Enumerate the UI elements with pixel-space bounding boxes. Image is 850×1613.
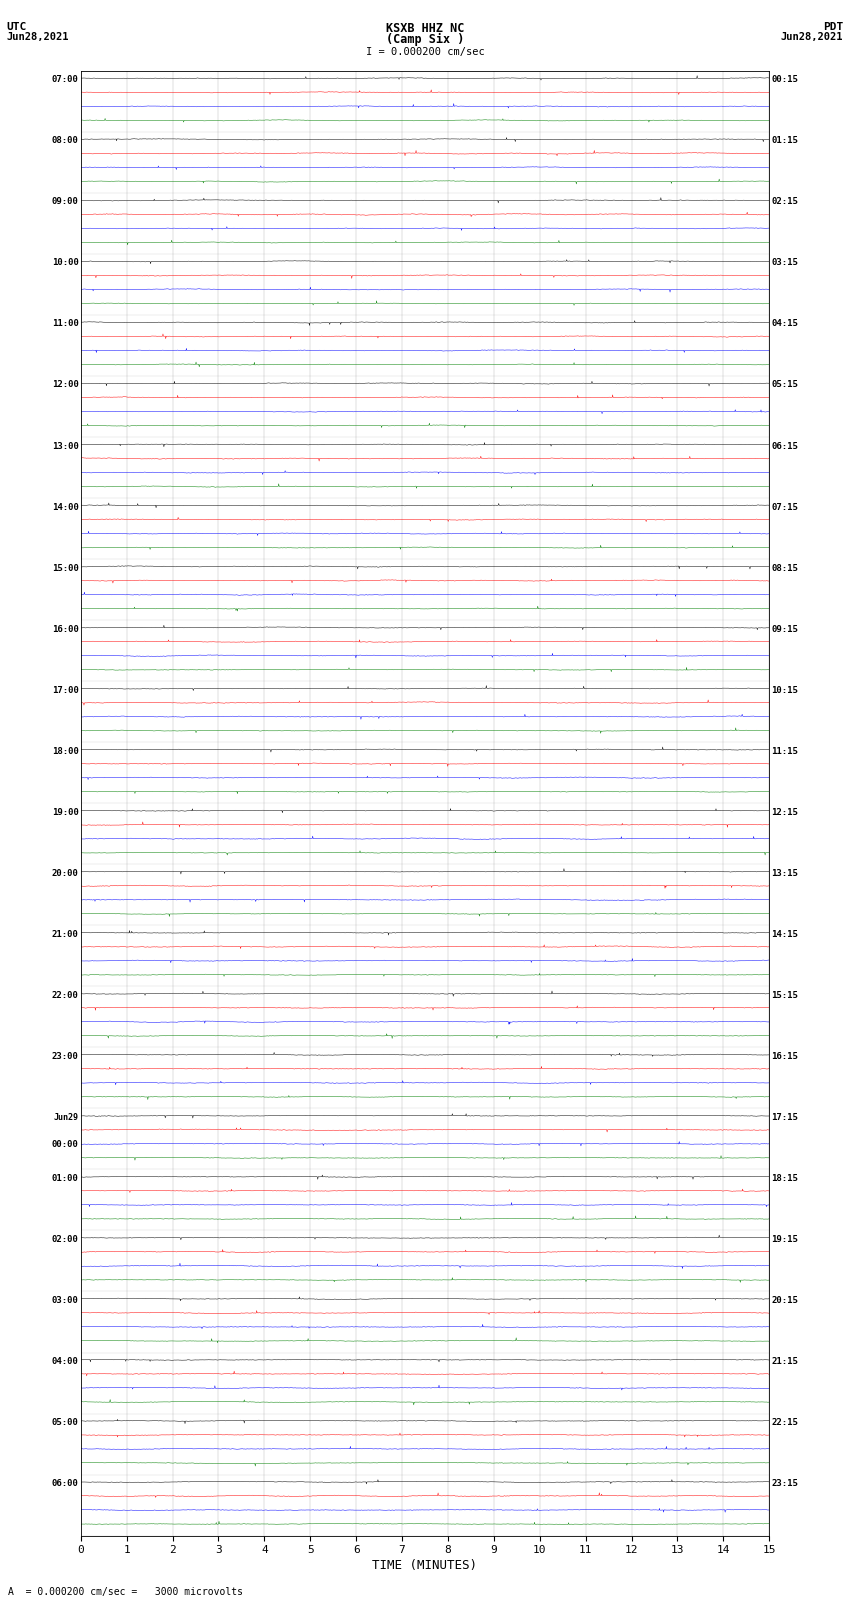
Text: UTC: UTC	[7, 23, 27, 32]
Text: 08:00: 08:00	[52, 137, 79, 145]
Text: 15:00: 15:00	[52, 563, 79, 573]
Text: 07:00: 07:00	[52, 76, 79, 84]
Text: Jun28,2021: Jun28,2021	[780, 32, 843, 42]
Text: 00:15: 00:15	[771, 76, 798, 84]
Text: 09:15: 09:15	[771, 624, 798, 634]
Text: 11:00: 11:00	[52, 319, 79, 329]
Text: 08:15: 08:15	[771, 563, 798, 573]
Text: 03:15: 03:15	[771, 258, 798, 268]
Text: PDT: PDT	[823, 23, 843, 32]
Text: 03:00: 03:00	[52, 1295, 79, 1305]
Text: 10:00: 10:00	[52, 258, 79, 268]
Text: 02:15: 02:15	[771, 197, 798, 206]
Text: 04:00: 04:00	[52, 1357, 79, 1366]
Text: 22:00: 22:00	[52, 990, 79, 1000]
Text: 20:15: 20:15	[771, 1295, 798, 1305]
Text: 01:15: 01:15	[771, 137, 798, 145]
Text: 16:15: 16:15	[771, 1052, 798, 1061]
Text: 17:15: 17:15	[771, 1113, 798, 1121]
Text: 10:15: 10:15	[771, 686, 798, 695]
Text: 19:15: 19:15	[771, 1236, 798, 1244]
Text: 13:00: 13:00	[52, 442, 79, 450]
Text: 16:00: 16:00	[52, 624, 79, 634]
Text: 06:15: 06:15	[771, 442, 798, 450]
Text: 00:00: 00:00	[52, 1140, 79, 1148]
Text: 13:15: 13:15	[771, 869, 798, 877]
Text: 02:00: 02:00	[52, 1236, 79, 1244]
Text: I = 0.000200 cm/sec: I = 0.000200 cm/sec	[366, 47, 484, 58]
Text: 12:15: 12:15	[771, 808, 798, 816]
Text: 18:15: 18:15	[771, 1174, 798, 1182]
Text: 05:15: 05:15	[771, 381, 798, 389]
Text: 22:15: 22:15	[771, 1418, 798, 1428]
Text: 09:00: 09:00	[52, 197, 79, 206]
Text: 01:00: 01:00	[52, 1174, 79, 1182]
Text: A  = 0.000200 cm/sec =   3000 microvolts: A = 0.000200 cm/sec = 3000 microvolts	[8, 1587, 243, 1597]
Text: 07:15: 07:15	[771, 503, 798, 511]
Text: 14:00: 14:00	[52, 503, 79, 511]
Text: 19:00: 19:00	[52, 808, 79, 816]
Text: 17:00: 17:00	[52, 686, 79, 695]
X-axis label: TIME (MINUTES): TIME (MINUTES)	[372, 1560, 478, 1573]
Text: 14:15: 14:15	[771, 929, 798, 939]
Text: 04:15: 04:15	[771, 319, 798, 329]
Text: 06:00: 06:00	[52, 1479, 79, 1487]
Text: 05:00: 05:00	[52, 1418, 79, 1428]
Text: 18:00: 18:00	[52, 747, 79, 755]
Text: 23:15: 23:15	[771, 1479, 798, 1487]
Text: KSXB HHZ NC: KSXB HHZ NC	[386, 21, 464, 35]
Text: 21:00: 21:00	[52, 929, 79, 939]
Text: 21:15: 21:15	[771, 1357, 798, 1366]
Text: Jun29: Jun29	[54, 1113, 79, 1121]
Text: 15:15: 15:15	[771, 990, 798, 1000]
Text: 23:00: 23:00	[52, 1052, 79, 1061]
Text: Jun28,2021: Jun28,2021	[7, 32, 70, 42]
Text: 20:00: 20:00	[52, 869, 79, 877]
Text: 12:00: 12:00	[52, 381, 79, 389]
Text: (Camp Six ): (Camp Six )	[386, 32, 464, 45]
Text: 11:15: 11:15	[771, 747, 798, 755]
